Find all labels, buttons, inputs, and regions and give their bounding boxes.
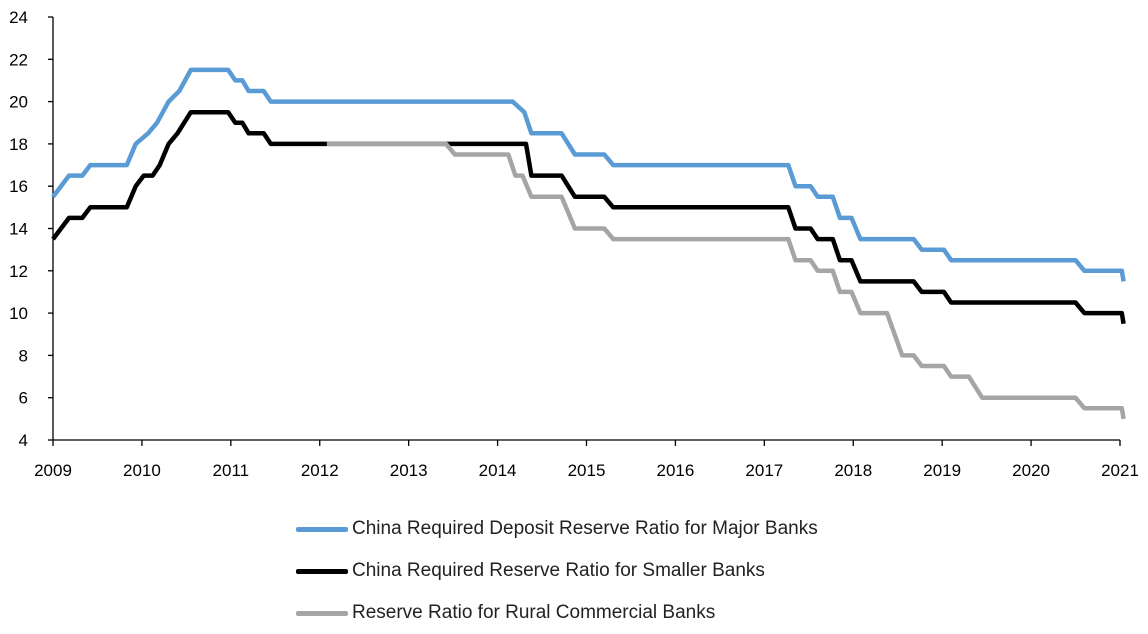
x-tick-label: 2010 <box>123 461 161 480</box>
x-tick-label: 2011 <box>213 461 250 480</box>
x-tick-label: 2012 <box>301 461 339 480</box>
y-tick-label: 8 <box>19 346 28 365</box>
y-tick-label: 6 <box>19 389 28 408</box>
legend-item: Reserve Ratio for Rural Commercial Banks <box>296 592 996 634</box>
legend-swatch <box>296 526 348 532</box>
y-tick-label: 16 <box>9 177 28 196</box>
legend-swatch <box>296 610 348 616</box>
x-tick-label: 2019 <box>923 461 961 480</box>
x-tick-label: 2013 <box>390 461 428 480</box>
series-line-2 <box>326 141 1126 420</box>
legend-item: China Required Reserve Ratio for Smaller… <box>296 550 996 592</box>
axes: 4 6 8 10 12 14 16 18 20 22 24 2009 2010 2011 2012 2013 2… <box>9 8 1139 480</box>
legend-label: China Required Reserve Ratio for Smaller… <box>352 560 765 581</box>
legend: China Required Deposit Reserve Ratio for… <box>296 508 996 634</box>
series-line-0 <box>51 67 1126 282</box>
y-tick-label: 24 <box>9 8 28 27</box>
x-tick-label: 2021 <box>1101 461 1139 480</box>
y-tick-label: 10 <box>9 304 28 323</box>
x-tick-label: 2018 <box>834 461 872 480</box>
series-line-1 <box>51 109 1126 325</box>
y-tick-label: 14 <box>9 220 28 239</box>
legend-label: Reserve Ratio for Rural Commercial Banks <box>352 602 716 623</box>
x-tick-label: 2015 <box>568 461 606 480</box>
y-tick-label: 18 <box>9 135 28 154</box>
y-tick-label: 4 <box>19 431 28 450</box>
chart: 4 6 8 10 12 14 16 18 20 22 24 2009 2010 2011 2012 2013 2… <box>9 8 1139 480</box>
x-tick-label: 2016 <box>657 461 695 480</box>
y-tick-label: 22 <box>9 50 28 69</box>
x-tick-label: 2020 <box>1012 461 1050 480</box>
legend-swatch <box>296 568 348 574</box>
y-tick-label: 20 <box>9 93 28 112</box>
legend-label: China Required Deposit Reserve Ratio for… <box>352 518 818 539</box>
y-tick-label: 12 <box>9 262 28 281</box>
series-layer <box>51 67 1126 420</box>
x-tick-label: 2009 <box>34 461 72 480</box>
x-tick-label: 2014 <box>479 461 517 480</box>
legend-item: China Required Deposit Reserve Ratio for… <box>296 508 996 550</box>
x-tick-label: 2017 <box>745 461 783 480</box>
